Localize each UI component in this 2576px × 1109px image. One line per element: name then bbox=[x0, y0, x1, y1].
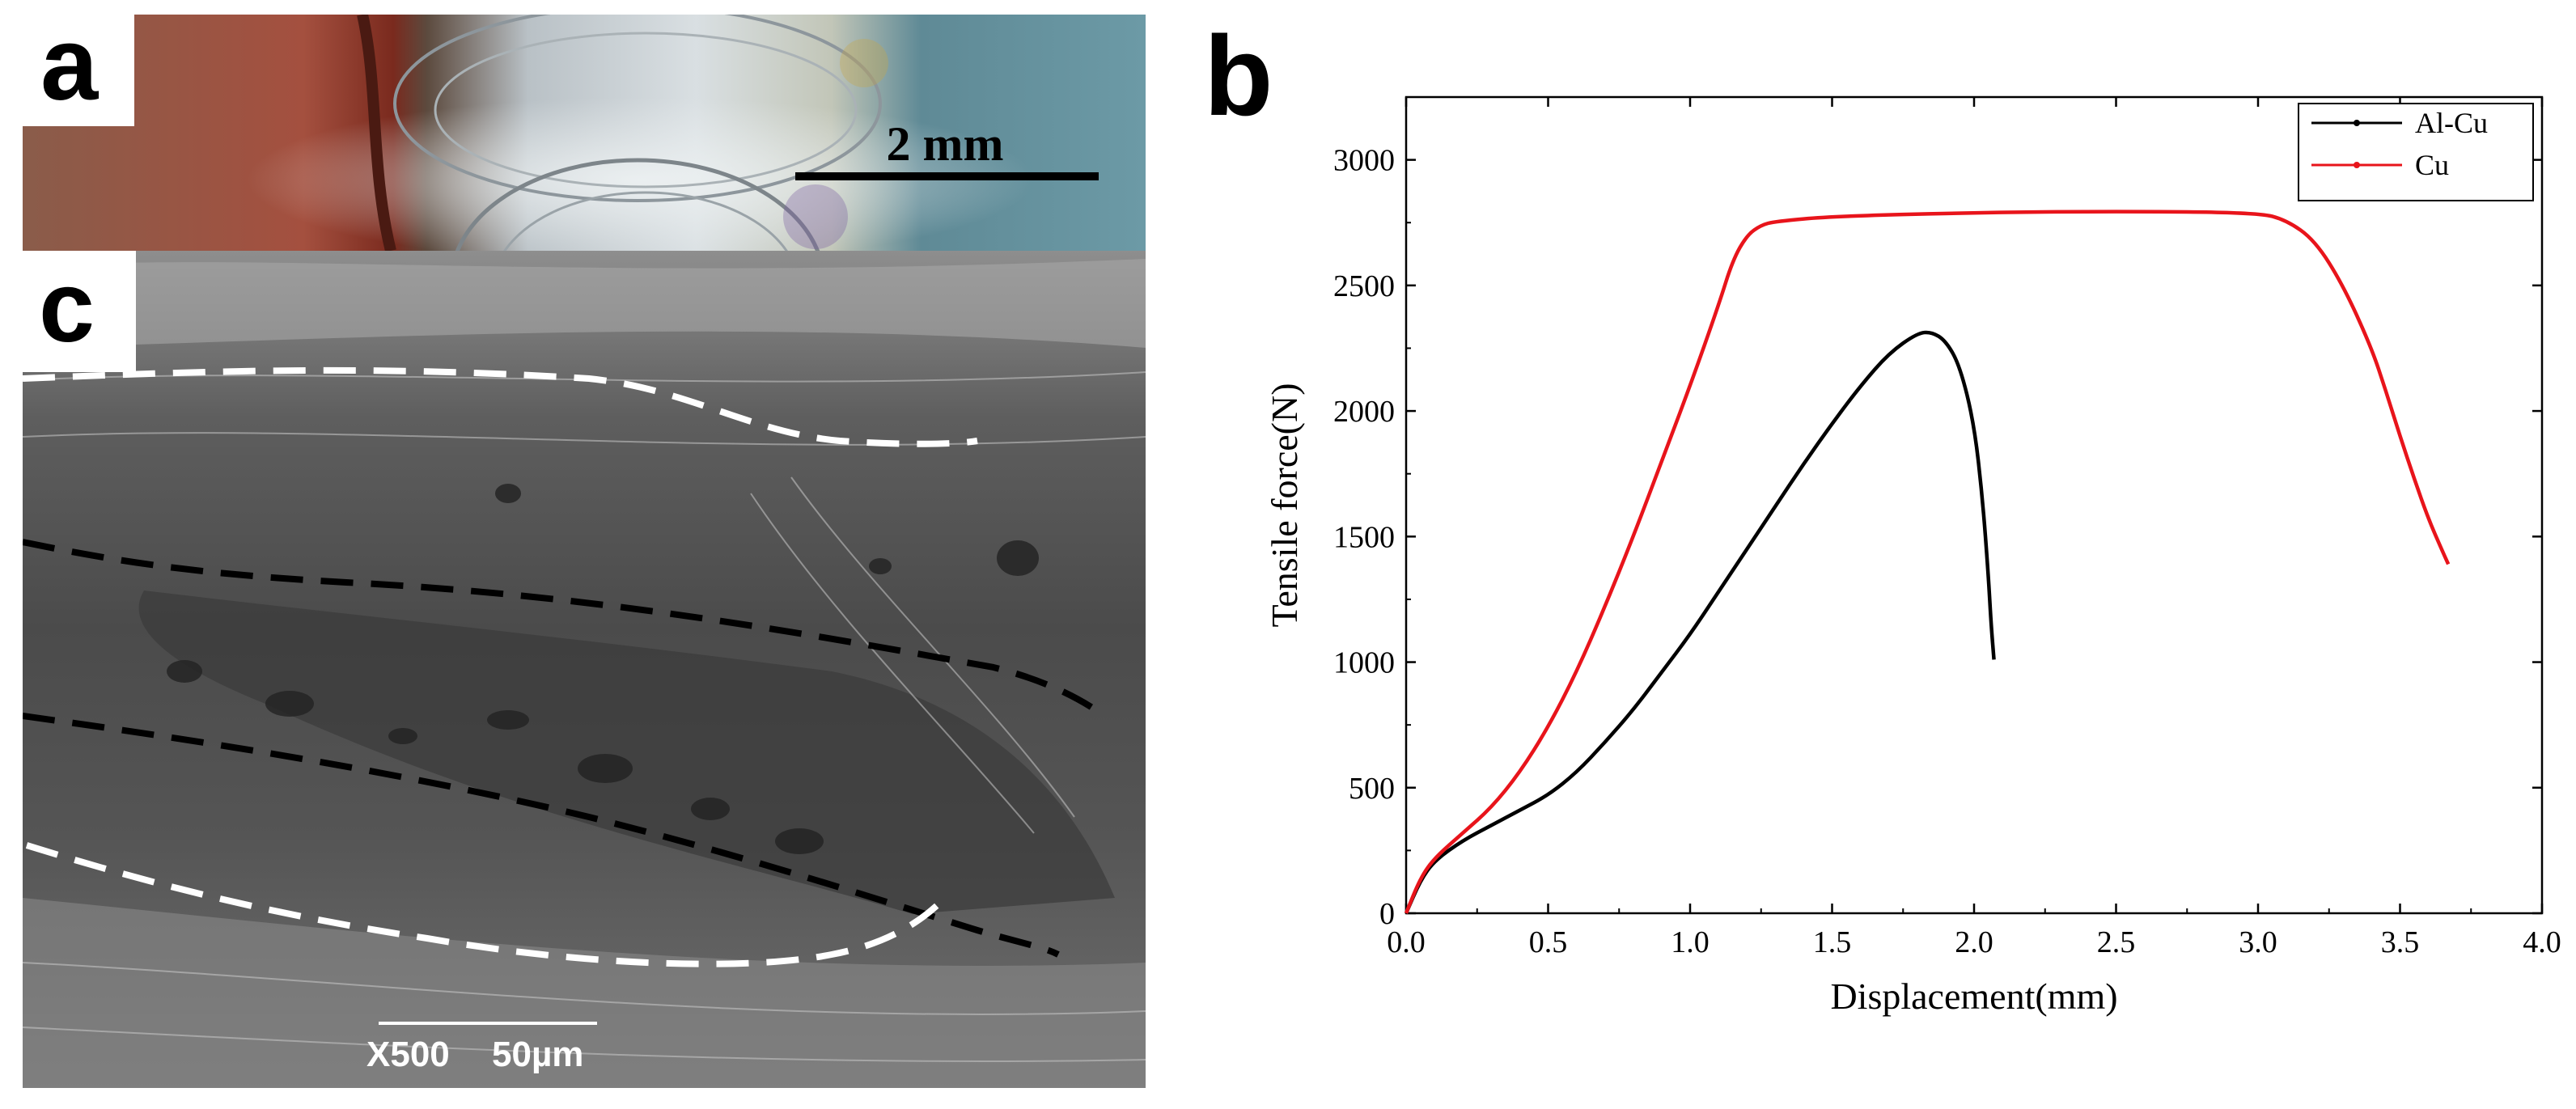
x-tick-label: 2.5 bbox=[2097, 925, 2136, 959]
y-axis-label: Tensile force(N) bbox=[1264, 383, 1305, 627]
legend: Al-Cu Cu bbox=[2298, 103, 2534, 201]
x-tick-label: 1.0 bbox=[1671, 925, 1710, 959]
tensile-force-chart: 0.0 0.5 1.0 1.5 2.0 2.5 3.0 3.5 4.0 0 500 1000 1500 2… bbox=[1264, 95, 2561, 1017]
magnification-label: X500 bbox=[366, 1035, 450, 1074]
panel-label-a: a bbox=[40, 15, 99, 122]
series-line-cu bbox=[1404, 210, 2451, 914]
x-tick-label: 0.5 bbox=[1529, 925, 1568, 959]
sem-scale-bar-label: 50µm bbox=[492, 1035, 583, 1074]
x-tick-label: 3.0 bbox=[2239, 925, 2277, 959]
x-tick-label: 3.5 bbox=[2381, 925, 2420, 959]
panel-a-optical-image: 2 mm a bbox=[23, 15, 1146, 251]
plot-frame bbox=[1405, 95, 2544, 915]
series-line-al-cu bbox=[1404, 330, 1996, 914]
x-axis-label: Displacement(mm) bbox=[1830, 976, 2117, 1017]
y-tick-label: 1000 bbox=[1333, 646, 1395, 680]
scale-bar-label: 2 mm bbox=[887, 117, 1004, 171]
y-tick-label: 0 bbox=[1379, 897, 1395, 931]
y-tick-label: 1500 bbox=[1333, 520, 1395, 554]
legend-label-cu: Cu bbox=[2415, 149, 2449, 181]
optical-macrograph: 2 mm bbox=[23, 15, 1146, 251]
x-tick-label: 4.0 bbox=[2523, 925, 2561, 959]
y-tick-label: 2500 bbox=[1333, 269, 1395, 303]
x-tick-label: 2.0 bbox=[1955, 925, 1993, 959]
white-dashed-boundary-bottom bbox=[25, 842, 947, 967]
panel-label-c: c bbox=[39, 252, 95, 363]
panel-c-sem-image: X500 50µm c bbox=[23, 251, 1146, 1088]
y-tick-label: 500 bbox=[1349, 772, 1395, 806]
x-tick-label: 0.0 bbox=[1387, 925, 1426, 959]
sem-fractograph: X500 50µm bbox=[23, 251, 1146, 1088]
panel-letter-box: c bbox=[23, 251, 136, 372]
black-dashed-boundary-upper bbox=[23, 539, 1101, 715]
panel-letter-box: a bbox=[23, 15, 134, 126]
panel-label-b: b bbox=[1204, 12, 1273, 139]
legend-marker-al-cu bbox=[2354, 120, 2360, 126]
y-tick-label: 3000 bbox=[1333, 144, 1395, 178]
legend-label-al-cu: Al-Cu bbox=[2415, 107, 2488, 139]
legend-marker-cu bbox=[2354, 162, 2360, 168]
white-dashed-boundary-top bbox=[23, 366, 978, 447]
y-tick-label: 2000 bbox=[1333, 395, 1395, 429]
legend-box bbox=[2298, 103, 2534, 201]
x-tick-label: 1.5 bbox=[1813, 925, 1852, 959]
